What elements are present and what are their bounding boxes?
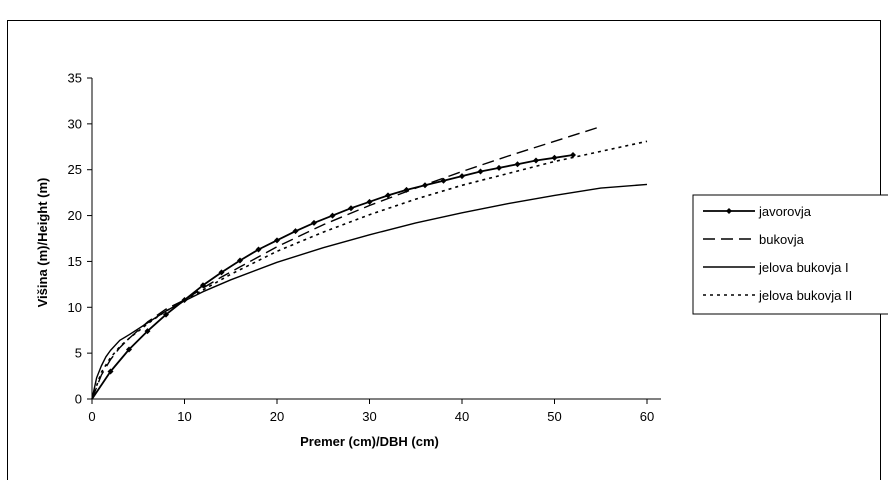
legend-label: jelova bukovja II (758, 288, 852, 303)
data-point (292, 228, 299, 235)
y-tick-label: 25 (68, 162, 82, 177)
data-point (496, 164, 502, 171)
x-tick-label: 10 (177, 409, 191, 424)
data-point (107, 368, 114, 375)
series-line-3 (91, 183, 648, 400)
data-point (570, 152, 576, 159)
y-tick-label: 0 (75, 392, 82, 407)
y-axis-label: Višina (m)/Height (m) (35, 178, 50, 308)
x-tick-label: 60 (640, 409, 654, 424)
data-point (144, 328, 151, 335)
x-tick-label: 50 (547, 409, 561, 424)
y-ticks: 0 5 10 15 20 25 30 35 (68, 71, 92, 407)
data-point (274, 237, 280, 244)
legend-label: bukovja (759, 232, 805, 247)
data-point (385, 192, 391, 199)
x-tick-label: 20 (270, 409, 284, 424)
y-tick-label: 5 (75, 346, 82, 361)
data-point (218, 269, 225, 276)
series-line-2 (91, 125, 602, 400)
data-point (163, 311, 169, 318)
data-point (533, 157, 539, 164)
y-tick-label: 30 (68, 116, 82, 131)
y-tick-label: 10 (68, 300, 82, 315)
x-tick-label: 40 (455, 409, 469, 424)
y-tick-label: 20 (68, 208, 82, 223)
data-point (477, 168, 484, 175)
legend: javorovja bukovja jelova bukovja I jelova b… (692, 194, 888, 315)
data-point (551, 154, 558, 161)
data-point (348, 205, 354, 212)
legend-box (692, 194, 888, 315)
x-axis-label: Premer (cm)/DBH (cm) (300, 434, 439, 449)
data-point (126, 346, 132, 353)
x-tick-label: 30 (362, 409, 376, 424)
series-line-4 (91, 140, 648, 400)
y-tick-label: 35 (68, 71, 82, 86)
legend-marker (726, 208, 732, 214)
data-point (237, 257, 243, 264)
series-group (91, 125, 648, 400)
x-tick-label: 0 (88, 409, 95, 424)
y-tick-label: 15 (68, 254, 82, 269)
data-point (366, 198, 373, 205)
data-point (514, 161, 521, 168)
x-ticks: 0 10 20 30 40 50 60 (88, 399, 654, 424)
data-point (459, 173, 465, 180)
legend-label: jelova bukovja I (758, 260, 849, 275)
data-point (329, 212, 336, 219)
axes (91, 78, 661, 400)
data-point (311, 219, 317, 226)
series-line-1 (91, 154, 574, 400)
legend-label: javorovja (758, 204, 812, 219)
data-point (255, 246, 262, 253)
